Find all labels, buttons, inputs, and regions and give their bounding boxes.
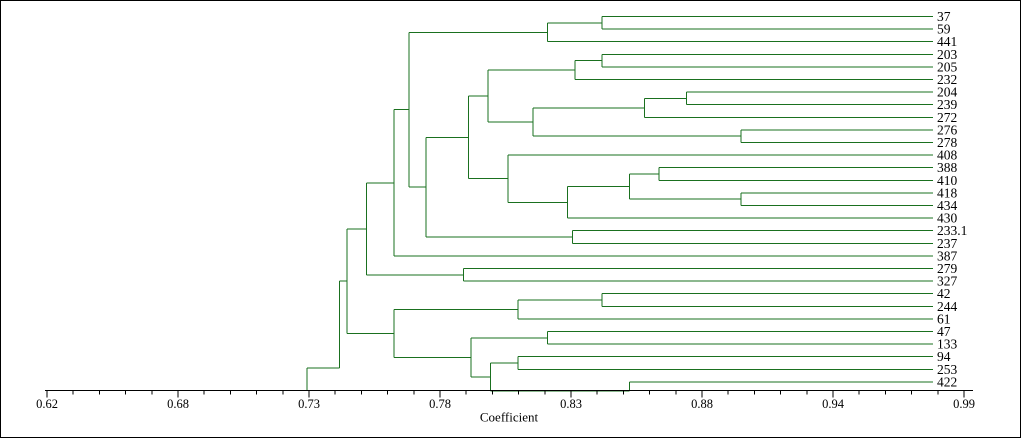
axis-tick-label: 0.99 bbox=[953, 397, 975, 411]
leaf-label: 59 bbox=[937, 22, 951, 37]
leaf-label: 204 bbox=[937, 85, 958, 100]
leaf-label: 37 bbox=[937, 9, 951, 24]
leaf-label: 387 bbox=[937, 248, 958, 263]
leaf-label: 430 bbox=[937, 211, 958, 226]
leaf-label: 233.1 bbox=[937, 223, 967, 238]
leaf-label: 408 bbox=[937, 148, 958, 163]
leaf-label: 388 bbox=[937, 160, 958, 175]
x-axis-title: Coefficient bbox=[480, 410, 539, 425]
leaf-label: 133 bbox=[937, 337, 958, 352]
axis-tick-label: 0.88 bbox=[691, 397, 713, 411]
leaf-label: 441 bbox=[937, 34, 957, 49]
leaf-label: 279 bbox=[937, 261, 958, 276]
leaf-label: 47 bbox=[937, 324, 951, 339]
leaf-label: 203 bbox=[937, 47, 958, 62]
leaf-label: 272 bbox=[937, 110, 957, 125]
leaf-label: 205 bbox=[937, 59, 958, 74]
leaf-label: 422 bbox=[937, 374, 957, 389]
axis-tick-label: 0.62 bbox=[36, 397, 58, 411]
leaf-label: 239 bbox=[937, 97, 958, 112]
axis-tick-label: 0.73 bbox=[298, 397, 320, 411]
leaf-label: 434 bbox=[937, 198, 958, 213]
axis-tick-label: 0.68 bbox=[167, 397, 189, 411]
leaf-label: 278 bbox=[937, 135, 958, 150]
leaf-label: 61 bbox=[937, 311, 951, 326]
leaf-label: 237 bbox=[937, 236, 958, 251]
leaf-label: 276 bbox=[937, 122, 958, 137]
leaf-label: 42 bbox=[937, 286, 951, 301]
axis-tick-label: 0.94 bbox=[822, 397, 845, 411]
leaf-label: 232 bbox=[937, 72, 957, 87]
leaf-label: 244 bbox=[937, 299, 958, 314]
leaf-label: 418 bbox=[937, 185, 958, 200]
leaf-label: 410 bbox=[937, 173, 958, 188]
leaf-label: 327 bbox=[937, 274, 958, 289]
leaf-label: 253 bbox=[937, 362, 958, 377]
leaf-label: 94 bbox=[937, 349, 951, 364]
axis-tick-label: 0.78 bbox=[429, 397, 451, 411]
axis-tick-label: 0.83 bbox=[560, 397, 582, 411]
